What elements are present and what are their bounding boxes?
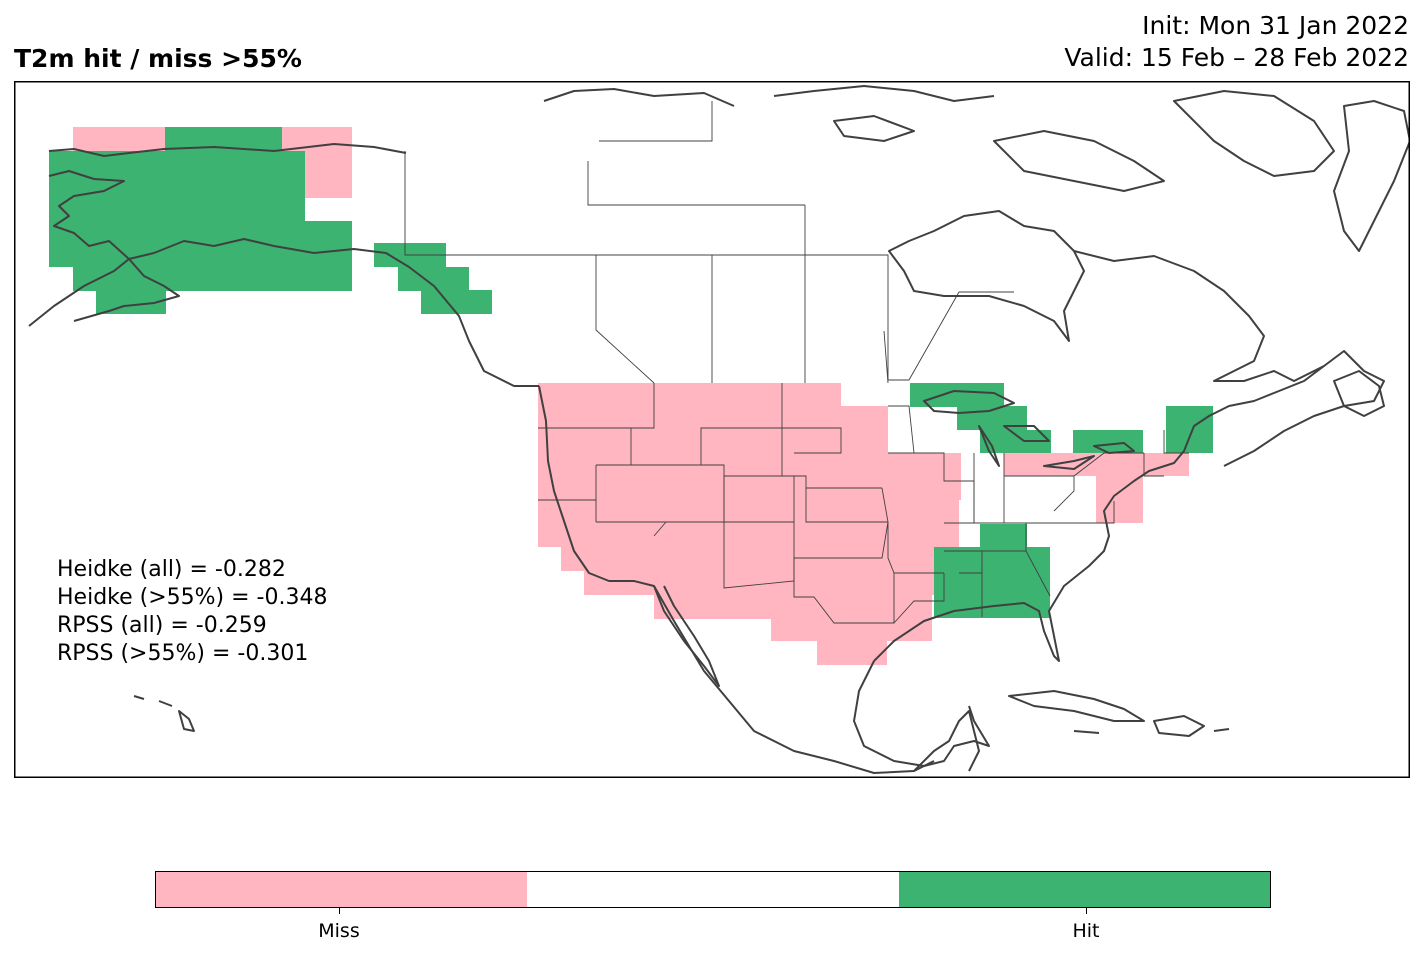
skill-scores: Heidke (all) = -0.282 Heidke (>55%) = -0… [57, 556, 327, 668]
hit-cells-new-england [1166, 406, 1213, 453]
rpss-55: RPSS (>55%) = -0.301 [57, 641, 309, 666]
miss-cells-northwest [538, 383, 841, 500]
heidke-55: Heidke (>55%) = -0.348 [57, 585, 328, 610]
coast-labrador [1073, 250, 1385, 467]
coast-mexico-west [653, 585, 935, 774]
coast-newfoundland [1333, 370, 1385, 417]
coast-gulf [853, 365, 1325, 767]
coast-alaska-peninsula [73, 258, 180, 322]
map-border [14, 81, 1410, 778]
map-title: T2m hit / miss >55% [14, 44, 302, 73]
coast-arctic-islands [543, 85, 1410, 252]
hit-cells-tennessee [980, 524, 1027, 548]
coast-great-lakes [923, 390, 1135, 470]
valid-period: Valid: 15 Feb – 28 Feb 2022 [1064, 43, 1409, 72]
colorbar-hit-segment [898, 872, 1270, 907]
date-info: Init: Mon 31 Jan 2022 Valid: 15 Feb – 28… [1064, 10, 1409, 74]
colorbar-label-hit: Hit [1072, 920, 1100, 942]
hit-cells-panhandle-mid [398, 267, 469, 291]
coast-pacific [538, 385, 720, 687]
colorbar-label-miss: Miss [318, 920, 360, 942]
init-date: Init: Mon 31 Jan 2022 [1142, 11, 1409, 40]
colorbar-tick-miss [339, 908, 340, 914]
coastlines [28, 85, 1410, 774]
miss-cells-mid-atlantic [1096, 476, 1143, 523]
state-borders [404, 101, 1189, 624]
miss-cells-borderlands [654, 595, 932, 619]
coast-caribbean [1008, 690, 1230, 737]
coast-hudson-bay [888, 210, 1085, 342]
miss-cells-ohio-valley [1004, 453, 1189, 476]
hit-cells-alaska-south [73, 267, 352, 291]
rpss-all: RPSS (all) = -0.259 [57, 613, 267, 638]
coast-central-america [913, 710, 980, 772]
hit-cells-alaska-north [49, 151, 305, 221]
miss-cells-south-texas [817, 641, 887, 665]
forecast-map [14, 81, 1410, 778]
coast-hawaii [133, 695, 195, 732]
hit-cells-panhandle-south [421, 290, 492, 314]
miss-cells-central-plains [841, 453, 961, 500]
miss-cells-northern-plains [841, 406, 888, 453]
colorbar-miss-segment [156, 872, 528, 907]
miss-cells-southwest [561, 547, 959, 571]
miss-cells-texas [771, 618, 932, 641]
hit-cells-lower-michigan [980, 430, 1051, 453]
coast-alaska [28, 143, 539, 387]
colorbar [155, 871, 1271, 908]
map-panel [14, 81, 1410, 778]
miss-cells-great-basin [538, 500, 959, 547]
heidke-all: Heidke (all) = -0.282 [57, 557, 286, 582]
colorbar-neutral-segment [527, 872, 899, 907]
hit-cells-new-york [1073, 430, 1143, 453]
miss-cells-western-alaska [73, 127, 166, 152]
hit-cells-lake-superior [910, 383, 1004, 407]
colorbar-tick-hit [1086, 908, 1087, 914]
